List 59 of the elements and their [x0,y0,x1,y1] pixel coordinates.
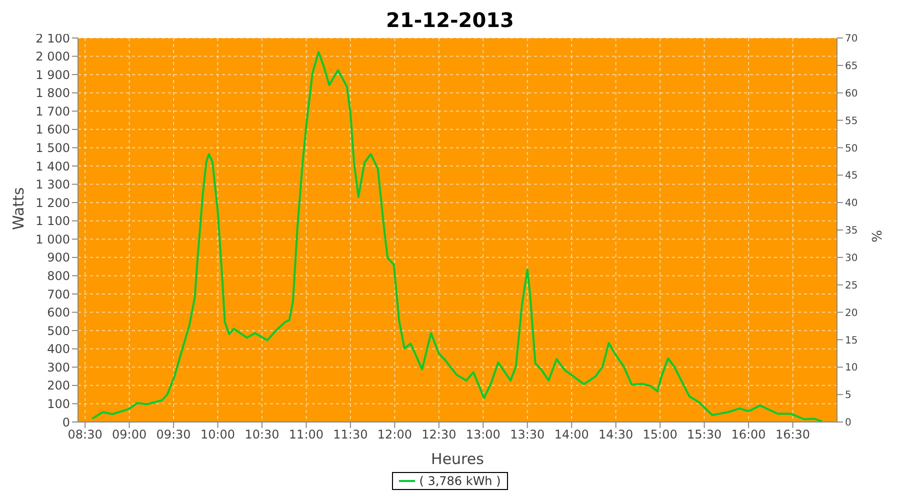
y2-tick-label: 65 [845,60,858,72]
y2-tick-label: 20 [845,308,858,319]
y-tick-label: 0 [62,415,70,430]
y2-tick-label: 15 [845,335,858,346]
y-tick-label: 1 400 [36,159,70,174]
x-tick-label: 14:30 [598,428,634,442]
y-tick-label: 1 500 [36,140,70,155]
y-tick-label: 200 [47,378,70,393]
x-tick-label: 15:00 [642,428,678,442]
y2-tick-label: 55 [845,116,858,127]
y2-tick-label: 50 [845,143,858,154]
x-axis-title: Heures [431,450,484,468]
y-tick-label: 700 [47,287,70,302]
x-tick-label: 16:00 [731,428,766,442]
y-tick-label: 100 [47,396,70,411]
x-tick-label: 11:00 [288,428,324,442]
x-tick-label: 10:30 [244,428,280,442]
y2-tick-label: 5 [845,390,852,402]
x-tick-label: 15:30 [687,428,722,442]
y-tick-label: 1 900 [36,68,70,82]
y-tick-label: 1 300 [36,178,70,192]
y2-tick-label: 10 [845,362,858,374]
x-tick-label: 13:30 [510,428,545,442]
y2-tick-label: 30 [845,252,858,264]
x-tick-label: 12:00 [377,428,412,442]
y-tick-label: 900 [47,250,70,265]
chart-title: 21-12-2013 [386,8,514,32]
y-tick-label: 1 800 [36,86,70,100]
x-tick-label: 09:30 [156,428,191,442]
y2-tick-label: 40 [845,198,858,210]
line-series [91,51,823,422]
y-tick-label: 1 000 [36,232,70,246]
y2-tick-label: 35 [845,226,858,237]
x-tick-label: 11:30 [333,428,368,442]
y2-tick-label: 0 [845,418,852,429]
y-tick-label: 400 [47,342,70,356]
y-tick-label: 1 700 [36,104,70,118]
y2-tick-label: 25 [845,280,858,292]
y-tick-label: 800 [47,268,70,283]
x-tick-label: 12:30 [422,428,456,442]
x-tick-label: 08:30 [68,428,102,442]
y-tick-label: 1 100 [36,214,70,228]
x-tick-label: 13:00 [466,428,500,442]
y2-tick-label: 70 [845,34,858,45]
y-tick-label: 500 [47,324,70,338]
y-tick-label: 2 000 [36,50,70,64]
y2-axis-title: % [870,230,886,242]
x-tick-label: 14:00 [554,428,589,442]
x-tick-label: 10:00 [200,428,236,442]
y-tick-label: 300 [47,360,70,374]
y2-tick-label: 60 [845,88,858,100]
x-tick-label: 16:30 [775,428,810,442]
y-tick-label: 1 200 [36,196,70,210]
x-tick-label: 09:00 [112,428,147,442]
legend-label: ( 3,786 kWh ) [419,474,501,488]
y2-tick-label: 45 [845,170,858,182]
y-tick-label: 600 [47,306,70,320]
y-tick-label: 1 600 [36,122,70,137]
y-axis-title: Watts [9,187,28,230]
